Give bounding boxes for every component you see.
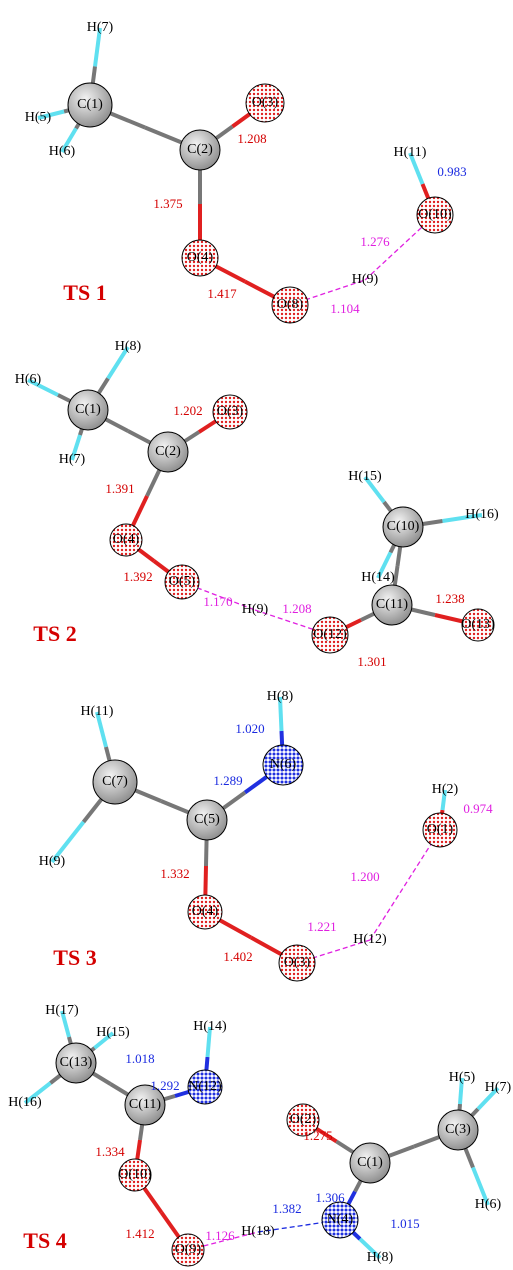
atom-label: H(11) bbox=[81, 704, 114, 719]
bond-length: 1.382 bbox=[272, 1201, 301, 1216]
bond-length: 1.412 bbox=[125, 1226, 154, 1241]
bond-length: 1.020 bbox=[235, 721, 264, 736]
atom-label: H(15) bbox=[348, 469, 382, 484]
bond-length: 1.126 bbox=[205, 1228, 235, 1243]
atom-label: O(4) bbox=[187, 250, 214, 265]
atom-label: H(8) bbox=[115, 339, 142, 354]
bond-length: 0.974 bbox=[463, 801, 493, 816]
bond-length: 1.015 bbox=[390, 1216, 419, 1231]
bond-length: 1.334 bbox=[95, 1144, 125, 1159]
atom-label: O(3) bbox=[217, 404, 244, 419]
atom-label: C(3) bbox=[445, 1122, 471, 1137]
atom-label: O(5) bbox=[169, 574, 196, 589]
atom-label: O(9) bbox=[175, 1242, 202, 1257]
atom-label: C(1) bbox=[77, 97, 103, 112]
atom-label: O(3) bbox=[252, 95, 279, 110]
bond-length: 1.276 bbox=[360, 234, 390, 249]
atom-label: O(2) bbox=[290, 1112, 317, 1127]
ts-title: TS 1 bbox=[63, 280, 106, 305]
ts-title: TS 3 bbox=[53, 945, 96, 970]
diagram: H(7) C(1) H(5) H(6) C(2) O(3) O(4) O(8) H(9) O(10… bbox=[0, 0, 513, 1270]
atom-label: H(9) bbox=[39, 854, 66, 869]
atom-label: H(8) bbox=[267, 689, 294, 704]
atom-label: C(11) bbox=[376, 597, 408, 612]
panel: H(8) H(6) C(1) H(7) C(2) O(3) O(4) O(5) H(9) O(12… bbox=[15, 339, 499, 669]
atom-label: H(18) bbox=[241, 1224, 275, 1239]
atom-label: O(4) bbox=[192, 904, 219, 919]
hydrogen-bond bbox=[370, 830, 440, 940]
atom-label: O(3) bbox=[284, 955, 311, 970]
atom-label: H(6) bbox=[15, 372, 42, 387]
atom-label: H(9) bbox=[352, 272, 379, 287]
bond-length: 1.306 bbox=[315, 1190, 345, 1205]
bond-length: 1.275 bbox=[303, 1128, 332, 1143]
atom-label: H(2) bbox=[432, 782, 459, 797]
ts-title: TS 2 bbox=[33, 621, 76, 646]
atom-label: H(11) bbox=[394, 145, 427, 160]
bond-length: 1.402 bbox=[223, 949, 252, 964]
atom-label: C(10) bbox=[387, 519, 420, 534]
atom-label: C(2) bbox=[187, 142, 213, 157]
atom-label: C(13) bbox=[60, 1055, 93, 1070]
atom-label: C(2) bbox=[155, 444, 181, 459]
atom-label: H(5) bbox=[25, 110, 52, 125]
bond-length: 0.983 bbox=[437, 164, 466, 179]
bond-length: 1.332 bbox=[160, 866, 189, 881]
panel: H(7) C(1) H(5) H(6) C(2) O(3) O(4) O(8) H(9) O(10… bbox=[25, 20, 467, 323]
atom-label: C(7) bbox=[102, 774, 128, 789]
atom-label: H(15) bbox=[96, 1025, 130, 1040]
atom-label: H(8) bbox=[367, 1250, 394, 1265]
atom-label: N(12) bbox=[188, 1079, 222, 1094]
bond-length: 1.375 bbox=[153, 196, 182, 211]
atom-label: H(17) bbox=[45, 1003, 79, 1018]
atom-label: H(9) bbox=[242, 602, 269, 617]
atom-label: N(6) bbox=[270, 757, 297, 772]
atom-label: H(7) bbox=[485, 1080, 512, 1095]
bond-length: 1.391 bbox=[105, 481, 134, 496]
atom-label: H(6) bbox=[475, 1197, 502, 1212]
atom-label: C(1) bbox=[357, 1155, 383, 1170]
atom-label: O(10) bbox=[118, 1167, 152, 1182]
bond-length: 1.104 bbox=[330, 301, 360, 316]
panel: H(8) N(6) H(11) C(7) H(9) C(5) O(4) O(3) H(12) O(… bbox=[39, 689, 493, 981]
bond-length: 1.208 bbox=[237, 131, 266, 146]
atom-label: H(12) bbox=[353, 932, 387, 947]
atom-label: O(10) bbox=[418, 207, 452, 222]
bond-length: 1.221 bbox=[307, 919, 336, 934]
atom-label: H(5) bbox=[449, 1070, 476, 1085]
atom-label: C(5) bbox=[194, 812, 220, 827]
atom-label: O(13) bbox=[461, 617, 495, 632]
bond-length: 1.289 bbox=[213, 773, 242, 788]
atom-label: H(16) bbox=[465, 507, 499, 522]
bond-length: 1.208 bbox=[282, 601, 311, 616]
atom-label: O(1) bbox=[427, 822, 454, 837]
atom-label: C(1) bbox=[75, 402, 101, 417]
bond-length: 1.292 bbox=[150, 1078, 179, 1093]
bond-length: 1.392 bbox=[123, 569, 152, 584]
atom-label: C(11) bbox=[129, 1097, 161, 1112]
bond-length: 1.417 bbox=[207, 286, 237, 301]
atom-label: H(7) bbox=[59, 452, 86, 467]
bond-length: 1.202 bbox=[173, 403, 202, 418]
atom-label: H(14) bbox=[361, 570, 395, 585]
bond-length: 1.018 bbox=[125, 1051, 154, 1066]
ts-title: TS 4 bbox=[23, 1228, 66, 1253]
bond-length: 1.200 bbox=[350, 869, 379, 884]
atom-label: O(4) bbox=[113, 532, 140, 547]
bond-length: 1.301 bbox=[357, 654, 386, 669]
atom-label: O(8) bbox=[277, 297, 304, 312]
panel: H(17) H(15)C(13) H(16) C(11) N(12) H(14) O(10)… bbox=[8, 1003, 511, 1266]
atom-label: H(6) bbox=[49, 144, 76, 159]
atom-label: N(4) bbox=[327, 1212, 354, 1227]
atom-label: H(16) bbox=[8, 1095, 42, 1110]
atom-label: O(12) bbox=[313, 627, 347, 642]
atom-label: H(14) bbox=[193, 1019, 227, 1034]
bond-length: 1.238 bbox=[435, 591, 464, 606]
atom-label: H(7) bbox=[87, 20, 114, 35]
bond-length: 1.170 bbox=[203, 594, 232, 609]
